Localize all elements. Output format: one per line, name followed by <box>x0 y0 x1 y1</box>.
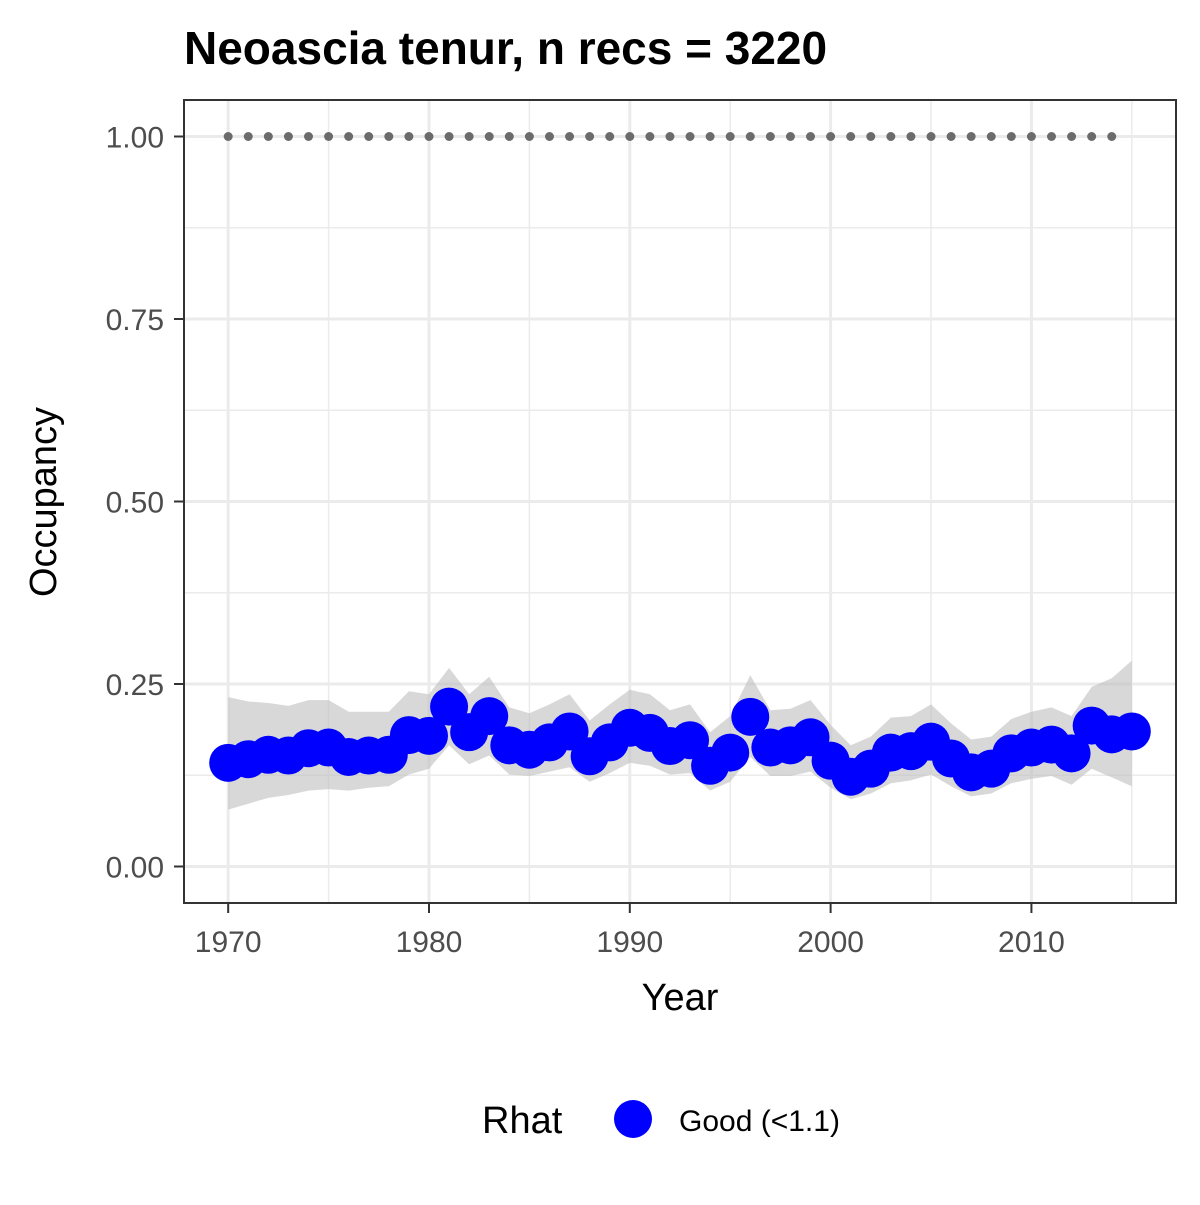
reference-dot <box>745 132 755 141</box>
occupancy-point <box>470 697 509 736</box>
reference-dot <box>1046 132 1056 141</box>
reference-dot <box>1107 132 1117 141</box>
occupancy-point <box>1052 734 1091 773</box>
occupancy-point <box>409 716 448 755</box>
reference-dot <box>685 132 695 141</box>
chart-title: Neoascia tenur, n recs = 3220 <box>184 22 827 74</box>
y-axis-title: Occupancy <box>23 407 65 597</box>
reference-dot <box>625 132 635 141</box>
reference-dot <box>866 132 876 141</box>
occupancy-point <box>711 733 750 772</box>
reference-dots-layer <box>223 132 1117 141</box>
axes: 0.00 0.25 0.50 0.75 1.00 1970 1980 1990 2000 2010 <box>106 122 1065 960</box>
x-tick-label: 2010 <box>998 926 1065 959</box>
y-tick-label: 0.00 <box>106 852 164 885</box>
reference-dot <box>605 132 615 141</box>
reference-dot <box>384 132 394 141</box>
reference-dot <box>364 132 374 141</box>
x-tick-label: 1980 <box>396 926 463 959</box>
reference-dot <box>946 132 956 141</box>
occupancy-points-layer <box>209 687 1151 796</box>
reference-dot <box>1026 132 1036 141</box>
reference-dot <box>725 132 735 141</box>
reference-dot <box>544 132 554 141</box>
reference-dot <box>484 132 494 141</box>
reference-dot <box>785 132 795 141</box>
reference-dot <box>263 132 273 141</box>
legend: Rhat Good (<1.1) <box>482 1100 840 1142</box>
occupancy-point <box>430 687 469 726</box>
reference-dot <box>304 132 314 141</box>
reference-dot <box>926 132 936 141</box>
legend-label-good: Good (<1.1) <box>679 1105 840 1138</box>
reference-dot <box>906 132 916 141</box>
reference-dot <box>846 132 856 141</box>
reference-dot <box>424 132 434 141</box>
y-tick-label: 0.50 <box>106 487 164 520</box>
x-tick-label: 1990 <box>596 926 663 959</box>
reference-dot <box>1067 132 1077 141</box>
reference-dot <box>966 132 976 141</box>
reference-dot <box>585 132 595 141</box>
legend-title: Rhat <box>482 1100 563 1142</box>
occupancy-point <box>731 697 770 736</box>
reference-dot <box>705 132 715 141</box>
reference-dot <box>524 132 534 141</box>
reference-dot <box>565 132 575 141</box>
reference-dot <box>645 132 655 141</box>
y-tick-label: 0.75 <box>106 304 164 337</box>
reference-dot <box>223 132 233 141</box>
reference-dot <box>1087 132 1097 141</box>
x-tick-label: 1970 <box>195 926 262 959</box>
reference-dot <box>504 132 514 141</box>
occupancy-point <box>671 721 710 760</box>
x-axis-title: Year <box>642 977 719 1019</box>
reference-dot <box>243 132 253 141</box>
reference-dot <box>665 132 675 141</box>
reference-dot <box>283 132 293 141</box>
reference-dot <box>1006 132 1016 141</box>
reference-dot <box>444 132 454 141</box>
x-tick-label: 2000 <box>797 926 864 959</box>
reference-dot <box>986 132 996 141</box>
reference-dot <box>344 132 354 141</box>
reference-dot <box>404 132 414 141</box>
reference-dot <box>765 132 775 141</box>
legend-key-good <box>614 1100 652 1138</box>
reference-dot <box>464 132 474 141</box>
occupancy-point <box>1112 712 1151 751</box>
reference-dot <box>806 132 816 141</box>
reference-dot <box>886 132 896 141</box>
reference-dot <box>826 132 836 141</box>
y-tick-label: 1.00 <box>106 122 164 155</box>
y-tick-label: 0.25 <box>106 669 164 702</box>
reference-dot <box>324 132 334 141</box>
